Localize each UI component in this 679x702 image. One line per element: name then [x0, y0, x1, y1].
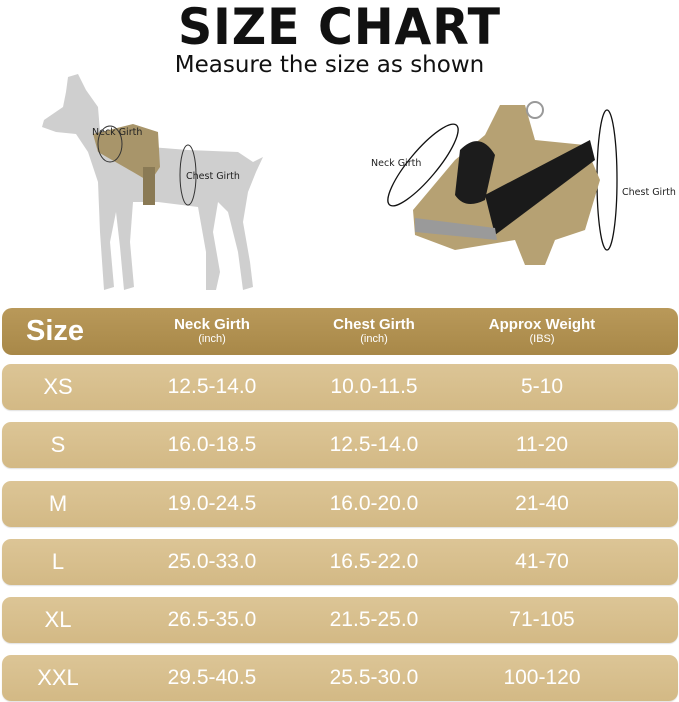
page-title: SIZE CHART: [177, 0, 502, 56]
dog-chest-girth-label: Chest Girth: [186, 171, 240, 182]
header-chest-label: Chest Girth: [333, 315, 415, 333]
header-weight-label: Approx Weight: [488, 315, 596, 333]
table-row: M 19.0-24.5 16.0-20.0 21-40: [2, 481, 678, 527]
cell-neck-girth: 26.5-35.0: [167, 608, 257, 631]
table-row: XL 26.5-35.0 21.5-25.0 71-105: [2, 597, 678, 643]
cell-neck-girth: 12.5-14.0: [167, 375, 257, 398]
cell-size: XXL: [37, 665, 79, 690]
cell-weight: 21-40: [515, 492, 569, 515]
table-row: L 25.0-33.0 16.5-22.0 41-70: [2, 539, 678, 585]
cell-chest-girth: 16.0-20.0: [329, 492, 419, 515]
header-size-label: Size: [25, 315, 85, 347]
cell-neck-girth: 29.5-40.5: [167, 666, 257, 689]
cell-weight: 11-20: [515, 433, 569, 456]
table-row: XS 12.5-14.0 10.0-11.5 5-10: [2, 364, 678, 410]
harness-neck-girth-label: Neck Girth: [371, 158, 422, 169]
header-weight-unit: (IBS): [529, 332, 555, 345]
header-size: Size: [10, 308, 100, 355]
cell-chest-girth: 12.5-14.0: [329, 433, 419, 456]
cell-chest-girth: 10.0-11.5: [330, 375, 418, 398]
cell-size: XS: [43, 374, 73, 399]
cell-chest-girth: 16.5-22.0: [329, 550, 419, 573]
cell-size: L: [51, 549, 65, 574]
cell-chest-girth: 21.5-25.0: [329, 608, 419, 631]
cell-size: M: [48, 491, 68, 516]
cell-size: XL: [44, 607, 72, 632]
header-weight: Approx Weight (IBS): [467, 308, 617, 355]
table-header-row: Size Neck Girth (inch) Chest Girth (inch) …: [2, 308, 678, 355]
cell-chest-girth: 25.5-30.0: [329, 666, 419, 689]
table-row: S 16.0-18.5 12.5-14.0 11-20: [2, 422, 678, 468]
cell-weight: 100-120: [503, 666, 581, 689]
harness-illustration: [387, 101, 618, 265]
cell-weight: 41-70: [515, 550, 569, 573]
dog-silhouette-illustration: [42, 74, 263, 290]
header-neck-girth: Neck Girth (inch): [142, 308, 282, 355]
header-neck-label: Neck Girth: [174, 315, 250, 333]
cell-weight: 71-105: [509, 608, 575, 631]
subtitle: Measure the size as shown: [174, 52, 485, 78]
cell-weight: 5-10: [520, 375, 564, 398]
cell-neck-girth: 25.0-33.0: [167, 550, 257, 573]
header-chest-unit: (inch): [360, 332, 388, 345]
harness-chest-girth-label: Chest Girth: [622, 187, 676, 198]
cell-neck-girth: 16.0-18.5: [167, 433, 257, 456]
table-row: XXL 29.5-40.5 25.5-30.0 100-120: [2, 655, 678, 701]
header-neck-unit: (inch): [198, 332, 226, 345]
dog-neck-girth-label: Neck Girth: [92, 127, 143, 138]
cell-size: S: [50, 432, 66, 457]
header-chest-girth: Chest Girth (inch): [304, 308, 444, 355]
cell-neck-girth: 19.0-24.5: [167, 492, 257, 515]
